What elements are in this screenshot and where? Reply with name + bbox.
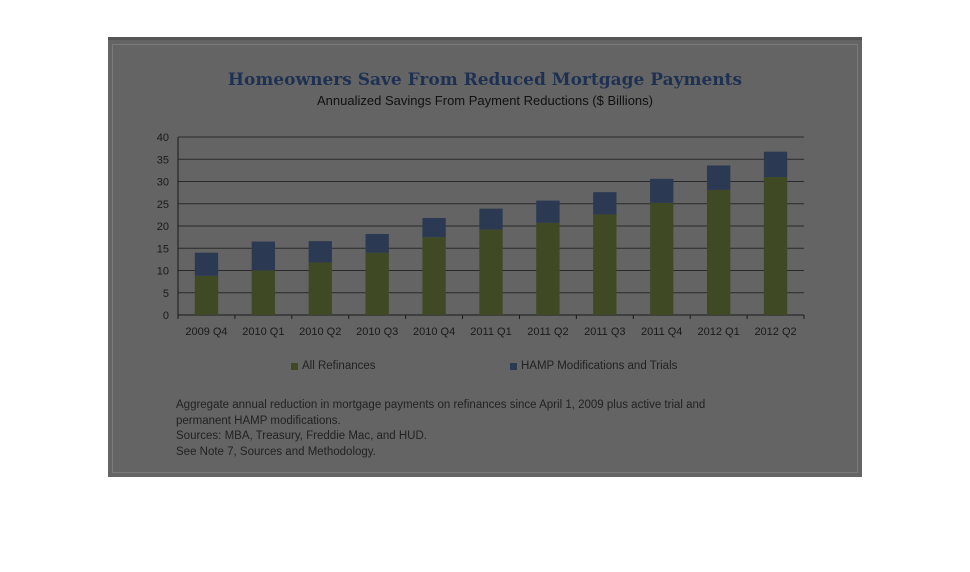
x-tick-label: 2010 Q2 — [299, 326, 341, 338]
legend-label-refinances: All Refinances — [302, 360, 376, 372]
bar-segment-hamp — [422, 217, 446, 238]
x-tick-label: 2011 Q1 — [470, 326, 511, 338]
bar-segment-refinances — [194, 275, 219, 315]
bar-segment-hamp — [763, 151, 788, 178]
note-line: Sources: MBA, Treasury, Freddie Mac, and… — [176, 430, 427, 442]
y-tick-label: 40 — [157, 132, 169, 144]
x-tick-label: 2010 Q4 — [413, 326, 455, 338]
bar-segment-refinances — [536, 222, 560, 315]
bar-segment-hamp — [536, 200, 560, 223]
bar-segment-refinances — [308, 262, 332, 315]
legend-label-hamp: HAMP Modifications and Trials — [521, 360, 678, 372]
note-line: permanent HAMP modifications. — [176, 414, 341, 427]
legend-swatch-hamp — [510, 362, 517, 370]
y-tick-label: 30 — [157, 177, 169, 189]
chart-title: Homeowners Save From Reduced Mortgage Pa… — [227, 70, 743, 90]
x-tick-label: 2011 Q4 — [641, 326, 682, 338]
legend-swatch-refinances — [291, 362, 298, 370]
y-tick-label: 20 — [157, 221, 169, 233]
note-line: See Note 7, Sources and Methodology. — [176, 445, 376, 458]
bar-segment-hamp — [479, 208, 503, 230]
legend-item-refinances: All Refinances — [291, 360, 376, 372]
bar-segment-hamp — [194, 252, 219, 276]
bar-segment-refinances — [479, 229, 503, 315]
note-line: Aggregate annual reduction in mortgage p… — [176, 399, 706, 411]
x-tick-label: 2009 Q4 — [185, 326, 227, 338]
bar-segment-hamp — [251, 241, 276, 271]
bar-segment-refinances — [365, 252, 389, 315]
y-tick-label: 15 — [157, 243, 169, 255]
y-tick-label: 5 — [163, 288, 169, 300]
x-tick-label: 2010 Q1 — [242, 326, 284, 338]
bar-segment-refinances — [593, 214, 617, 315]
y-tick-label: 35 — [157, 154, 169, 166]
chart-notes: Aggregate annual reduction in mortgage p… — [176, 398, 705, 460]
y-tick-label: 10 — [157, 266, 169, 278]
chart-subtitle: Annualized Savings From Payment Reductio… — [317, 93, 653, 108]
bar-segment-refinances — [251, 270, 276, 315]
bar-segment-refinances — [763, 177, 788, 315]
bar-segment-refinances — [706, 189, 731, 315]
bar-segment-hamp — [706, 165, 731, 190]
bar-segment-hamp — [650, 178, 674, 203]
bar-segment-hamp — [365, 234, 389, 253]
x-tick-label: 2012 Q2 — [754, 326, 796, 338]
x-tick-label: 2010 Q3 — [356, 326, 398, 338]
y-tick-label: 25 — [157, 199, 169, 211]
bar-segment-refinances — [650, 202, 674, 315]
chart-plot: 0 5 10 15 20 25 30 35 40 2009 Q4 2010 Q1 2010 Q2 201… — [157, 132, 805, 338]
x-tick-label: 2011 Q3 — [584, 326, 625, 338]
bar-segment-refinances — [422, 237, 446, 315]
bar-segment-hamp — [593, 192, 617, 215]
x-tick-label: 2011 Q2 — [527, 326, 568, 338]
bar-segment-hamp — [308, 241, 332, 263]
x-tick-label: 2012 Q1 — [698, 326, 740, 338]
legend-item-hamp: HAMP Modifications and Trials — [510, 360, 677, 372]
chart-slide: Homeowners Save From Reduced Mortgage Pa… — [108, 37, 862, 477]
y-tick-label: 0 — [163, 310, 169, 322]
